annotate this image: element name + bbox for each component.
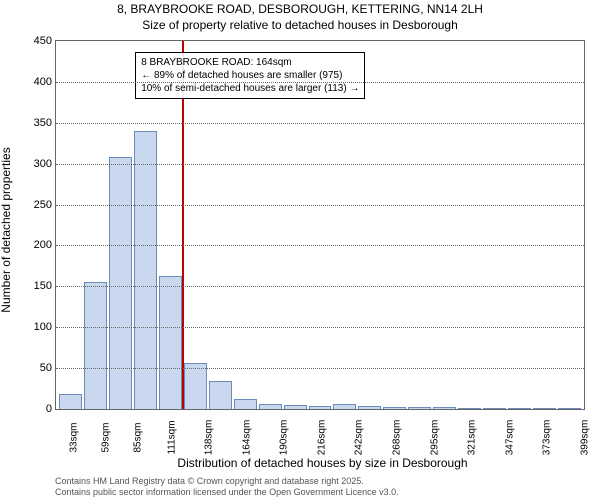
y-axis-label: Number of detached properties [0, 147, 13, 312]
x-tick-label: 295sqm [429, 420, 440, 456]
x-tick: 33sqm [59, 409, 89, 427]
bar [84, 282, 107, 409]
footer-line-1: Contains HM Land Registry data © Crown c… [55, 476, 590, 487]
x-tick-label: 347sqm [504, 420, 515, 456]
title-line-2: Size of property relative to detached ho… [0, 18, 600, 32]
grid-line [56, 164, 584, 165]
grid-line [56, 286, 584, 287]
plot-area: 33sqm59sqm85sqm111sqm138sqm164sqm190sqm2… [55, 40, 585, 410]
bar [159, 276, 182, 409]
x-tick-label: 268sqm [391, 420, 402, 456]
x-tick: 399sqm [567, 409, 600, 427]
x-tick: 85sqm [123, 409, 153, 427]
x-tick-label: 399sqm [579, 420, 590, 456]
bar [209, 381, 232, 409]
bar [59, 394, 82, 409]
annotation-line-3: 10% of semi-detached houses are larger (… [141, 82, 359, 95]
x-tick: 216sqm [304, 409, 340, 427]
footer-line-2: Contains public sector information licen… [55, 487, 590, 498]
x-tick: 242sqm [341, 409, 377, 427]
x-tick: 373sqm [529, 409, 565, 427]
x-tick: 268sqm [379, 409, 415, 427]
annotation-line-2: ← 89% of detached houses are smaller (97… [141, 69, 359, 82]
x-tick: 321sqm [454, 409, 490, 427]
y-tick-label: 0 [46, 403, 56, 415]
x-tick: 164sqm [229, 409, 265, 427]
x-tick: 59sqm [91, 409, 121, 427]
x-tick-label: 321sqm [466, 420, 477, 456]
grid-line [56, 205, 584, 206]
x-tick-label: 216sqm [316, 420, 327, 456]
y-tick-label: 400 [34, 76, 56, 88]
x-tick-label: 138sqm [203, 420, 214, 456]
x-tick: 347sqm [492, 409, 528, 427]
x-tick-label: 85sqm [133, 422, 144, 452]
x-tick-label: 164sqm [241, 420, 252, 456]
x-tick-label: 190sqm [279, 420, 290, 456]
chart-title: 8, BRAYBROOKE ROAD, DESBOROUGH, KETTERIN… [0, 2, 600, 32]
y-tick-label: 50 [40, 362, 56, 374]
grid-line [56, 368, 584, 369]
bar [184, 363, 207, 409]
y-tick-label: 100 [34, 321, 56, 333]
grid-line [56, 82, 584, 83]
x-ticks-group: 33sqm59sqm85sqm111sqm138sqm164sqm190sqm2… [56, 409, 584, 427]
y-tick-label: 450 [34, 35, 56, 47]
x-tick-label: 373sqm [542, 420, 553, 456]
title-line-1: 8, BRAYBROOKE ROAD, DESBOROUGH, KETTERIN… [0, 2, 600, 16]
grid-line [56, 245, 584, 246]
y-tick-label: 300 [34, 158, 56, 170]
x-tick-label: 59sqm [101, 422, 112, 452]
x-tick: 138sqm [191, 409, 227, 427]
y-tick-label: 350 [34, 117, 56, 129]
bar [234, 399, 257, 409]
x-tick-label: 111sqm [167, 420, 178, 454]
annotation-box: 8 BRAYBROOKE ROAD: 164sqm ← 89% of detac… [135, 52, 365, 99]
y-tick-label: 150 [34, 280, 56, 292]
chart-container: 8, BRAYBROOKE ROAD, DESBOROUGH, KETTERIN… [0, 0, 600, 500]
footer-note: Contains HM Land Registry data © Crown c… [55, 476, 590, 498]
x-tick: 190sqm [266, 409, 302, 427]
x-axis-label: Distribution of detached houses by size … [55, 456, 590, 470]
grid-line [56, 327, 584, 328]
y-tick-label: 200 [34, 239, 56, 251]
y-tick-label: 250 [34, 199, 56, 211]
grid-line [56, 123, 584, 124]
x-tick-label: 242sqm [354, 420, 365, 456]
bar [109, 157, 132, 409]
x-tick: 295sqm [417, 409, 453, 427]
x-tick: 111sqm [155, 409, 189, 427]
annotation-line-1: 8 BRAYBROOKE ROAD: 164sqm [141, 56, 359, 69]
x-tick-label: 33sqm [69, 422, 80, 452]
